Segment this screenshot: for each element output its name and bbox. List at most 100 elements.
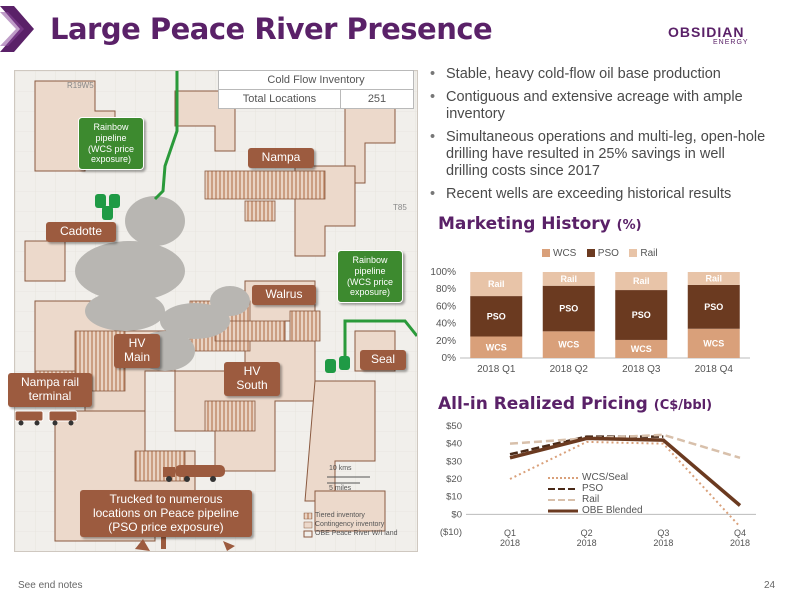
cadotte-label: Cadotte: [46, 222, 116, 242]
legend-wcs: WCS: [542, 248, 576, 259]
series-line-pso: [509, 435, 664, 456]
legend-pso: PSO: [548, 483, 643, 494]
bar-data-label: Rail: [705, 273, 722, 283]
bar-pso: [615, 290, 668, 340]
x-tick-label: Q4: [734, 528, 746, 538]
rainbow-pipeline-label-left: Rainbow pipeline (WCS price exposure): [78, 117, 144, 171]
y-tick-label: $30: [446, 456, 462, 467]
legend-label: Rail: [582, 494, 600, 505]
bar-data-label: Rail: [488, 279, 505, 289]
nampa-rail-terminal-label: Nampa rail terminal: [8, 373, 92, 407]
legend-wcs-seal: WCS/Seal: [548, 472, 643, 483]
legend-label: Rail: [640, 247, 658, 259]
end-notes: See end notes: [18, 580, 83, 591]
cold-flow-inventory-table: Cold Flow Inventory Total Locations 251: [218, 70, 414, 109]
bar-rail: [542, 272, 595, 286]
scale-miles-label: 5 miles: [329, 485, 352, 492]
page-number: 24: [764, 580, 776, 591]
table-row-value: 251: [340, 89, 414, 109]
marketing-history-title: Marketing History (%): [438, 214, 642, 234]
y-tick-label: 60%: [436, 301, 456, 312]
bar-rail: [687, 272, 740, 285]
y-tick-label: $50: [446, 421, 462, 432]
pricing-legend: WCS/Seal PSO Rail OBE Blended: [548, 472, 643, 516]
marketing-history-chart: 0% 20% 40% 60% 80% 100% WCS PSO Rail 2018 Q1 WCS PS…: [430, 267, 750, 375]
x-tick-label: Q2: [581, 528, 593, 538]
y-tick-label: $20: [446, 474, 462, 485]
y-tick-label: 20%: [436, 336, 456, 347]
bar-wcs: [687, 328, 740, 358]
scale-bar: [327, 476, 370, 484]
tank-icon-left: [95, 194, 120, 220]
marketing-title-text: Marketing History: [438, 214, 611, 234]
y-tick-label: 40%: [436, 319, 456, 330]
y-tick-label: 0%: [442, 353, 457, 364]
chevron-logo-icon: [0, 6, 34, 52]
bar-data-label: WCS: [631, 344, 652, 354]
legend-rail: Rail: [629, 247, 658, 259]
seal-label: Seal: [360, 350, 406, 370]
legend-pso: PSO: [586, 247, 619, 259]
pricing-title: All-in Realized Pricing (C$/bbl): [438, 394, 712, 414]
x-tick-label: 2018 Q4: [695, 364, 734, 375]
bar-rail: [470, 272, 523, 297]
bar-data-label: Rail: [633, 276, 650, 286]
peace-river-map: R19W5 T85 10 kms 5 miles Tiered inventor…: [14, 70, 418, 552]
legend-obe: OBE Blended: [548, 505, 643, 516]
map-legend-tiered: Tiered inventory: [315, 512, 365, 519]
y-tick-label: $10: [446, 492, 462, 503]
legend-swatch: [629, 249, 638, 257]
bar-pso: [542, 285, 595, 332]
bullet-item: Recent wells are exceeding historical re…: [428, 186, 768, 203]
table-header: Cold Flow Inventory: [218, 70, 414, 90]
company-logo-sub: ENERGY: [713, 39, 749, 46]
bar-wcs: [470, 336, 523, 358]
y-tick-label: 100%: [430, 267, 456, 278]
truck-icon: [163, 465, 225, 482]
map-drawing: [15, 71, 417, 551]
y-tick-label: ($10): [440, 527, 462, 538]
legend-label: PSO: [582, 483, 604, 494]
bullet-item: Contiguous and extensive acreage with am…: [428, 89, 768, 123]
series-line-rail: [509, 433, 741, 459]
realized-pricing-chart: ($10)$0$10$20$30$40$50Q12018Q22018Q32018…: [440, 421, 756, 548]
bar-pso: [687, 284, 740, 329]
rainbow-pipeline-left: [153, 71, 179, 201]
marketing-title-unit: (%): [616, 218, 642, 233]
y-tick-label: $40: [446, 439, 462, 450]
x-tick-label-year: 2018: [500, 538, 520, 548]
legend-swatch: [586, 249, 595, 257]
legend-label: OBE Blended: [582, 505, 643, 516]
bar-wcs: [542, 331, 595, 358]
x-tick-label-year: 2018: [577, 538, 597, 548]
legend-rail: Rail: [548, 494, 643, 505]
rainbow-pipeline-right: [343, 319, 417, 361]
bar-pso: [470, 296, 523, 337]
nampa-label: Nampa: [248, 148, 314, 168]
x-tick-label-year: 2018: [653, 538, 673, 548]
bar-data-label: WCS: [558, 340, 579, 350]
walrus-label: Walrus: [252, 285, 316, 305]
trucked-label: Trucked to numerous locations on Peace p…: [80, 490, 252, 538]
legend-label: WCS: [553, 247, 577, 259]
township-label: T85: [393, 203, 407, 212]
bar-data-label: PSO: [704, 302, 723, 312]
map-legend-contingency: Contingency inventory: [315, 521, 385, 528]
legend-label: WCS/Seal: [582, 472, 629, 483]
legend-swatch: [542, 249, 550, 257]
legend-label: PSO: [597, 247, 619, 259]
hv-south-label: HV South: [224, 362, 280, 396]
bar-rail: [615, 272, 668, 291]
range-label: R19W5: [67, 81, 94, 90]
x-tick-label: 2018 Q2: [550, 364, 589, 375]
table-row-label: Total Locations: [218, 89, 341, 109]
bullet-item: Stable, heavy cold-flow oil base product…: [428, 66, 768, 83]
pricing-title-text: All-in Realized Pricing: [438, 394, 648, 414]
hv-main-label: HV Main: [114, 334, 160, 368]
x-tick-label: 2018 Q1: [477, 364, 516, 375]
bar-data-label: PSO: [632, 310, 651, 320]
x-tick-label: 2018 Q3: [622, 364, 661, 375]
rainbow-pipeline-label-right: Rainbow pipeline (WCS price exposure): [337, 250, 403, 304]
bar-wcs: [615, 339, 668, 358]
x-tick-label: Q3: [657, 528, 669, 538]
